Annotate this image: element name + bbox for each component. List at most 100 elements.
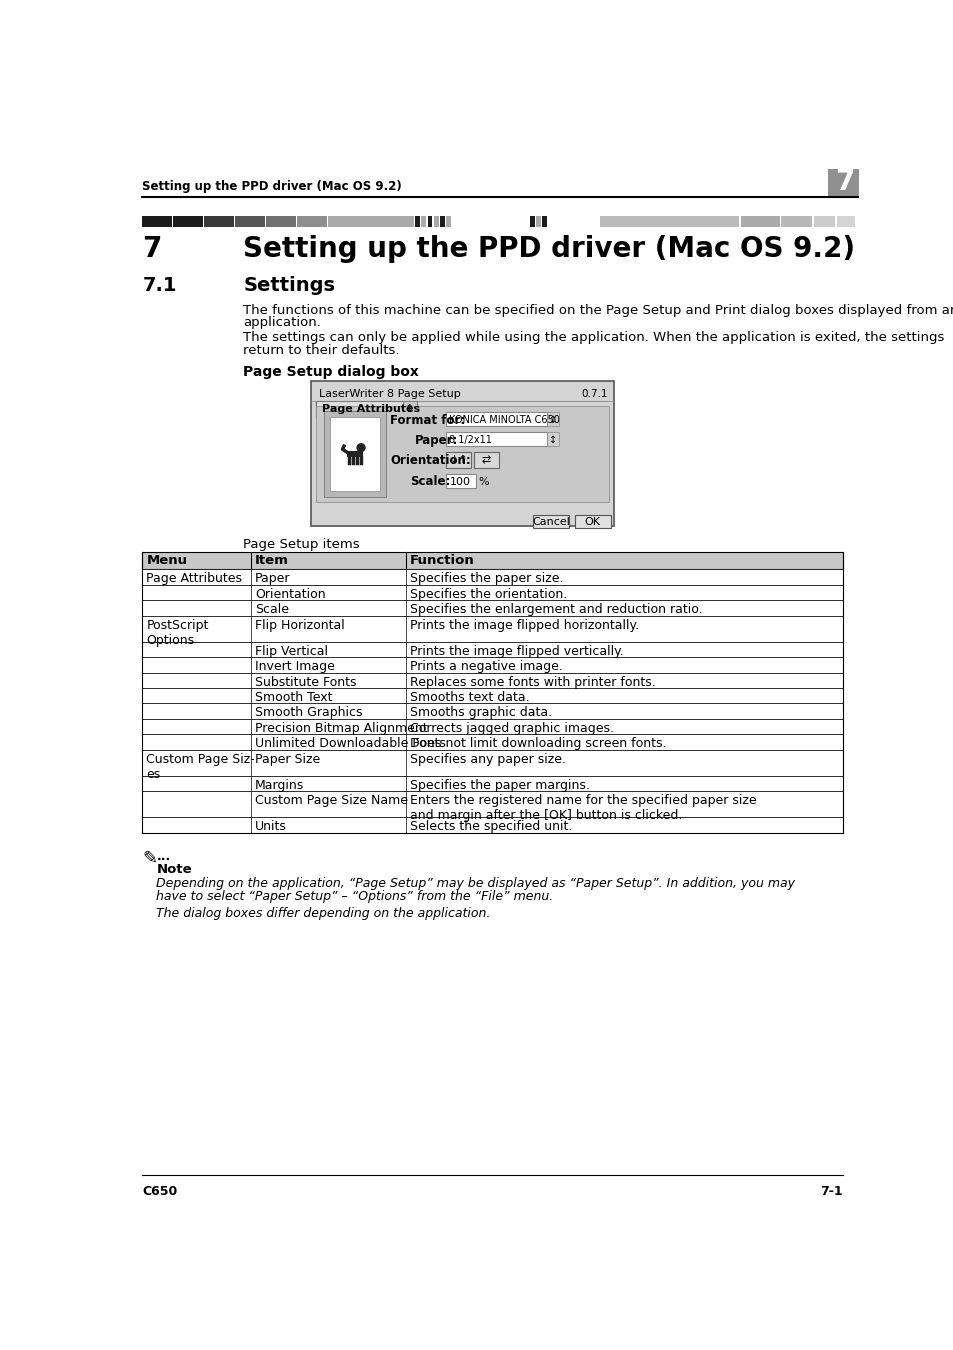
- Bar: [297, 216, 327, 227]
- Bar: [142, 817, 842, 833]
- Bar: [740, 216, 779, 227]
- Text: Specifies the enlargement and reduction ratio.: Specifies the enlargement and reduction …: [410, 603, 701, 616]
- Bar: [533, 516, 568, 528]
- Bar: [142, 749, 842, 776]
- Text: Function: Function: [410, 555, 475, 567]
- Bar: [328, 216, 414, 227]
- Text: Units: Units: [254, 821, 287, 833]
- Bar: [813, 216, 835, 227]
- Text: 7: 7: [834, 167, 854, 196]
- Text: Smooth Graphics: Smooth Graphics: [254, 706, 362, 720]
- Text: 8 1/2x11: 8 1/2x11: [449, 435, 492, 446]
- Text: 7: 7: [142, 235, 162, 263]
- Bar: [142, 718, 842, 734]
- Text: ↕: ↕: [405, 404, 415, 414]
- Text: The dialog boxes differ depending on the application.: The dialog boxes differ depending on the…: [156, 907, 490, 921]
- Bar: [142, 734, 842, 749]
- Text: Unlimited Downloadable Fonts: Unlimited Downloadable Fonts: [254, 737, 445, 751]
- Text: C650: C650: [142, 1185, 177, 1199]
- Bar: [827, 169, 861, 197]
- Bar: [173, 216, 203, 227]
- Text: Flip Vertical: Flip Vertical: [254, 645, 328, 657]
- Bar: [446, 412, 546, 427]
- Text: ↓↑: ↓↑: [449, 455, 468, 464]
- Text: LaserWriter 8 Page Setup: LaserWriter 8 Page Setup: [319, 389, 460, 398]
- Bar: [142, 791, 842, 817]
- Text: Specifies the paper size.: Specifies the paper size.: [410, 572, 563, 586]
- Text: 7-1: 7-1: [820, 1185, 842, 1199]
- Text: Replaces some fonts with printer fonts.: Replaces some fonts with printer fonts.: [410, 675, 655, 688]
- Text: Corrects jagged graphic images.: Corrects jagged graphic images.: [410, 722, 613, 734]
- Text: Orientation: Orientation: [254, 587, 325, 601]
- Bar: [542, 216, 546, 227]
- Text: ...: ...: [156, 849, 171, 863]
- Bar: [142, 216, 172, 227]
- Text: Setting up the PPD driver (Mac OS 9.2): Setting up the PPD driver (Mac OS 9.2): [142, 180, 402, 193]
- Bar: [142, 585, 842, 601]
- Text: OK: OK: [584, 517, 600, 526]
- Text: Margins: Margins: [254, 779, 304, 791]
- Text: Prints a negative image.: Prints a negative image.: [410, 660, 562, 674]
- Bar: [599, 216, 739, 227]
- Bar: [204, 216, 233, 227]
- Text: Custom Page Size Name: Custom Page Size Name: [254, 794, 408, 807]
- Text: Page Setup items: Page Setup items: [243, 537, 359, 551]
- Text: Custom Page Siz-
es: Custom Page Siz- es: [146, 752, 254, 780]
- Text: The functions of this machine can be specified on the Page Setup and Print dialo: The functions of this machine can be spe…: [243, 304, 953, 317]
- Text: Page Attributes: Page Attributes: [146, 572, 242, 586]
- Bar: [546, 412, 558, 427]
- Text: Orientation:: Orientation:: [390, 454, 471, 467]
- Text: Prints the image flipped horizontally.: Prints the image flipped horizontally.: [410, 618, 639, 632]
- Bar: [142, 601, 842, 616]
- Bar: [142, 616, 842, 641]
- Bar: [530, 216, 534, 227]
- Text: Selects the specified unit.: Selects the specified unit.: [410, 821, 572, 833]
- Bar: [421, 216, 426, 227]
- Text: Does not limit downloading screen fonts.: Does not limit downloading screen fonts.: [410, 737, 666, 751]
- Text: Smooths graphic data.: Smooths graphic data.: [410, 706, 552, 720]
- Bar: [446, 216, 451, 227]
- Text: Settings: Settings: [243, 275, 335, 294]
- Text: return to their defaults.: return to their defaults.: [243, 344, 399, 356]
- Text: Paper Size: Paper Size: [254, 752, 320, 765]
- Text: ⇄: ⇄: [481, 455, 491, 464]
- Text: Smooth Text: Smooth Text: [254, 691, 332, 703]
- Text: Cancel: Cancel: [532, 517, 569, 526]
- Text: Paper: Paper: [254, 572, 290, 586]
- Bar: [315, 401, 416, 417]
- Bar: [142, 703, 842, 718]
- Text: Prints the image flipped vertically.: Prints the image flipped vertically.: [410, 645, 623, 657]
- Bar: [142, 552, 842, 570]
- Text: PostScript
Options: PostScript Options: [146, 618, 209, 647]
- Text: Scale:: Scale:: [410, 475, 450, 489]
- Text: 100: 100: [449, 477, 470, 486]
- Bar: [446, 452, 471, 467]
- Text: Flip Horizontal: Flip Horizontal: [254, 618, 344, 632]
- Bar: [235, 216, 265, 227]
- Bar: [415, 216, 419, 227]
- Bar: [474, 452, 498, 467]
- Text: Page Attributes: Page Attributes: [322, 404, 420, 414]
- Bar: [330, 417, 379, 491]
- Text: Specifies the orientation.: Specifies the orientation.: [410, 587, 566, 601]
- Text: The settings can only be applied while using the application. When the applicati: The settings can only be applied while u…: [243, 331, 943, 344]
- Bar: [311, 382, 613, 526]
- Text: Precision Bitmap Alignment: Precision Bitmap Alignment: [254, 722, 427, 734]
- Text: Scale: Scale: [254, 603, 289, 616]
- Text: Item: Item: [254, 555, 289, 567]
- Bar: [315, 406, 608, 502]
- Text: ↕: ↕: [549, 414, 557, 425]
- Text: Smooths text data.: Smooths text data.: [410, 691, 529, 703]
- Text: Specifies any paper size.: Specifies any paper size.: [410, 752, 565, 765]
- Text: application.: application.: [243, 316, 321, 329]
- Text: Paper:: Paper:: [415, 433, 458, 447]
- Bar: [142, 776, 842, 791]
- Text: ✎: ✎: [142, 849, 157, 868]
- Text: Enters the registered name for the specified paper size
and margin after the [OK: Enters the registered name for the speci…: [410, 794, 756, 822]
- Bar: [446, 474, 476, 487]
- Text: Substitute Fonts: Substitute Fonts: [254, 675, 356, 688]
- Text: 0.7.1: 0.7.1: [580, 389, 607, 398]
- Bar: [836, 216, 855, 227]
- Text: 7.1: 7.1: [142, 275, 177, 294]
- Text: Depending on the application, “Page Setup” may be displayed as “Paper Setup”. In: Depending on the application, “Page Setu…: [156, 876, 795, 890]
